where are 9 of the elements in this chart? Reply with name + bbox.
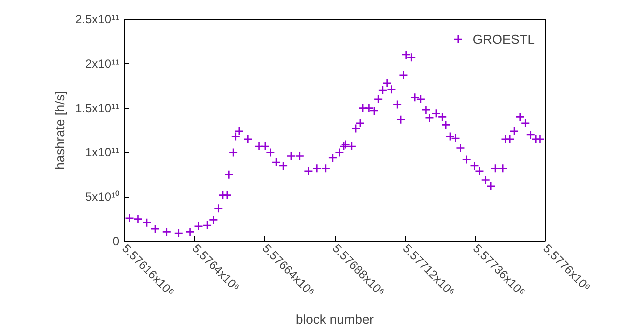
- y-tick-label: 2.5x10¹¹: [75, 12, 120, 26]
- x-axis-title: block number: [296, 312, 375, 328]
- y-tick-label: 2x10¹¹: [85, 56, 120, 71]
- y-tick-label: 0: [112, 234, 120, 248]
- y-axis-title: hashrate [h/s]: [52, 91, 68, 170]
- y-tick-label: 5x10¹⁰: [85, 190, 120, 204]
- y-tick-label: 1x10¹¹: [85, 146, 120, 160]
- legend-label: GROESTL: [472, 32, 535, 46]
- y-tick-label: 1.5x10¹¹: [75, 101, 120, 116]
